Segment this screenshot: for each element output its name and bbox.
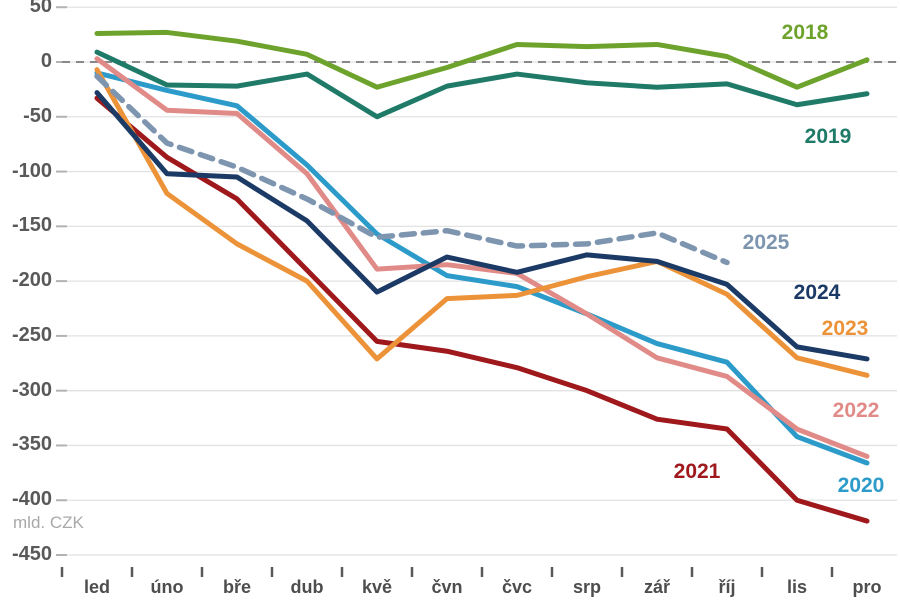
x-tick-label-říj: říj: [718, 577, 736, 597]
y-tick-label: -200: [11, 269, 52, 292]
series-line-2018: [94, 29, 870, 90]
x-tick-label-srp: srp: [572, 577, 601, 597]
series-label-2023: 2023: [821, 317, 869, 340]
series-label-2024: 2024: [793, 281, 841, 304]
series-line-2019: [94, 49, 870, 120]
y-tick-label: -100: [11, 159, 52, 182]
series-label-2019: 2019: [804, 125, 852, 148]
series-line-2023: [94, 67, 870, 378]
x-tick-label-čvc: čvc: [501, 577, 533, 597]
y-axis-unit-label: mld. CZK: [13, 513, 84, 532]
x-tick-label-led: led: [83, 577, 110, 597]
series-line-2022: [94, 56, 870, 459]
y-tick-label: -50: [23, 104, 52, 127]
x-tick-label-zář: zář: [643, 577, 670, 597]
series-line-2024: [94, 90, 870, 362]
y-tick-label: -150: [11, 214, 52, 237]
y-tick-label: -300: [11, 378, 52, 401]
y-tick-label: -250: [11, 323, 52, 346]
y-tick-label: 50: [29, 0, 52, 18]
y-tick-label: -450: [11, 543, 52, 566]
x-tick-label-čvn: čvn: [431, 577, 463, 597]
y-tick-label: 0: [40, 50, 52, 72]
y-tick-label: -400: [11, 488, 52, 511]
x-tick-label-pro: pro: [852, 577, 882, 597]
x-tick-label-bře: bře: [222, 577, 251, 597]
series-label-2018: 2018: [781, 21, 829, 44]
x-tick-label-dub: dub: [290, 577, 324, 597]
series-label-2025: 2025: [742, 231, 790, 254]
series-label-2020: 2020: [837, 474, 885, 497]
x-tick-label-lis: lis: [786, 577, 807, 597]
series-label-2021: 2021: [673, 460, 721, 483]
y-tick-label: -350: [11, 433, 52, 456]
series-line-2020: [94, 70, 870, 466]
series-line-2025: [94, 73, 730, 266]
x-tick-label-úno: úno: [150, 577, 184, 597]
series-line-2021: [94, 95, 870, 524]
x-tick-label-kvě: kvě: [361, 577, 393, 597]
series-label-2022: 2022: [832, 399, 880, 422]
